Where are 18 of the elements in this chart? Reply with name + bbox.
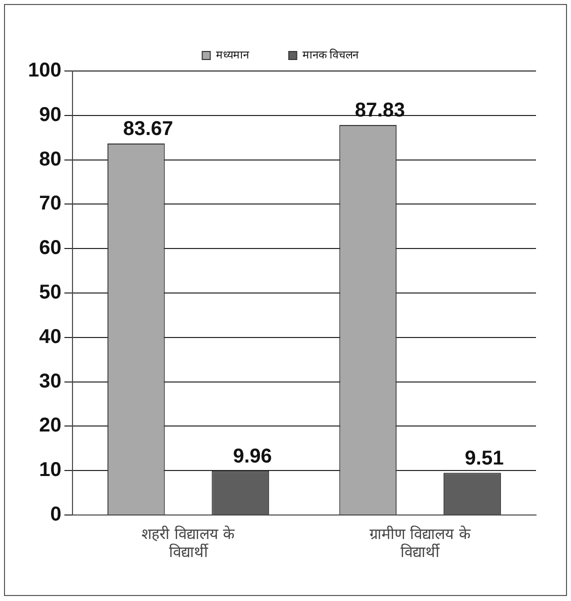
legend-label: मानक विचलन [302,48,360,62]
y-tick-label: 50 [39,282,62,304]
y-tick-label: 100 [28,60,62,82]
data-label: 9.96 [232,445,272,468]
y-tick-label: 60 [39,237,62,260]
y-tick-label: 20 [39,414,62,437]
y-tick-label: 30 [39,370,62,392]
y-tick-label: 90 [39,104,62,126]
y-tick-label: 40 [39,326,62,348]
legend-label: मध्यमान [216,48,250,62]
y-tick-label: 10 [39,459,62,482]
x-tick-label: शहरी विद्यालय के विद्यार्थी [142,524,236,561]
y-tick-label: 80 [39,148,62,170]
x-tick-label: ग्रामीण विद्यालय के विद्यार्थी [369,524,471,561]
y-tick-label: 70 [39,192,62,215]
data-label: 9.51 [464,447,504,470]
y-tick-label: 0 [50,504,62,526]
data-label: 83.67 [123,118,174,140]
